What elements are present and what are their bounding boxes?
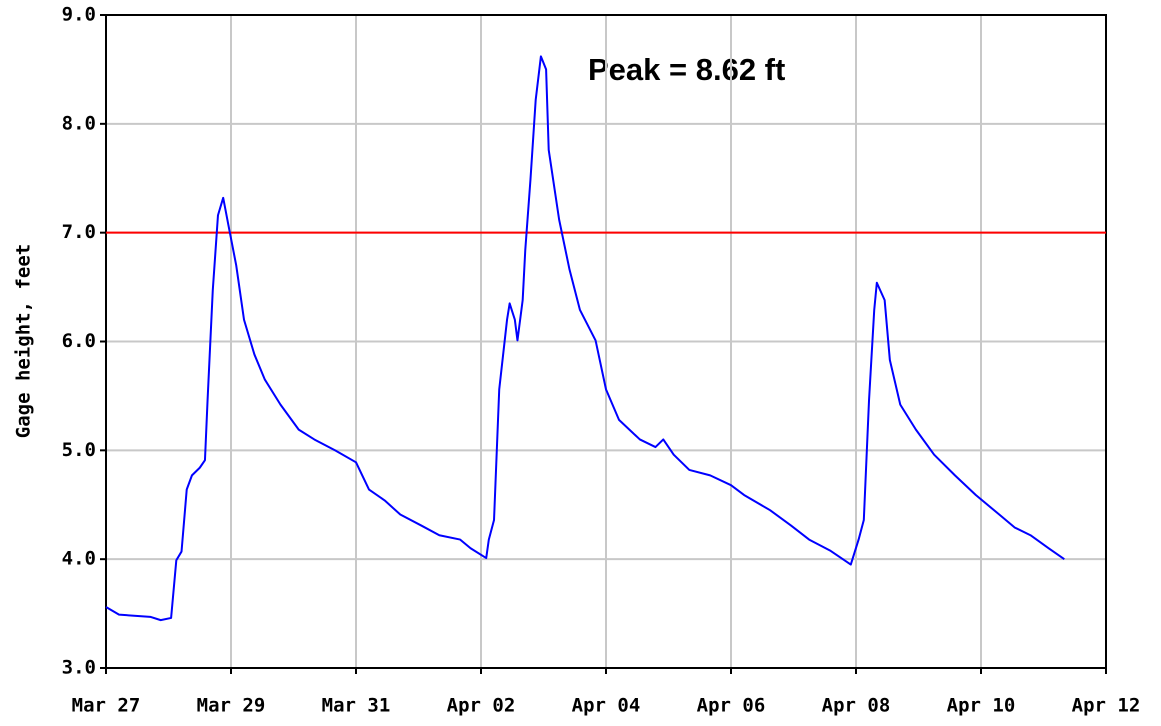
peak-annotation: Peak = 8.62 ft — [588, 52, 785, 87]
x-tick-label: Apr 10 — [947, 695, 1016, 717]
y-tick-label: 9.0 — [62, 4, 96, 26]
x-tick-label: Mar 27 — [72, 695, 141, 717]
y-tick-label: 4.0 — [62, 548, 96, 570]
x-tick-label: Mar 29 — [197, 695, 266, 717]
y-tick-label: 5.0 — [62, 439, 96, 461]
y-tick-label: 6.0 — [62, 330, 96, 352]
x-tick-label: Apr 08 — [822, 695, 891, 717]
y-tick-label: 7.0 — [62, 221, 96, 243]
x-tick-label: Apr 02 — [447, 695, 516, 717]
x-tick-label: Apr 04 — [572, 695, 641, 717]
y-tick-label: 3.0 — [62, 657, 96, 679]
y-axis-label: Gage height, feet — [13, 244, 35, 438]
plot-frame — [105, 14, 1107, 669]
x-tick-label: Apr 06 — [697, 695, 766, 717]
x-tick-label: Mar 31 — [322, 695, 391, 717]
x-tick-label: Apr 12 — [1072, 695, 1141, 717]
data-line — [105, 55, 1065, 622]
y-tick-label: 8.0 — [62, 112, 96, 134]
